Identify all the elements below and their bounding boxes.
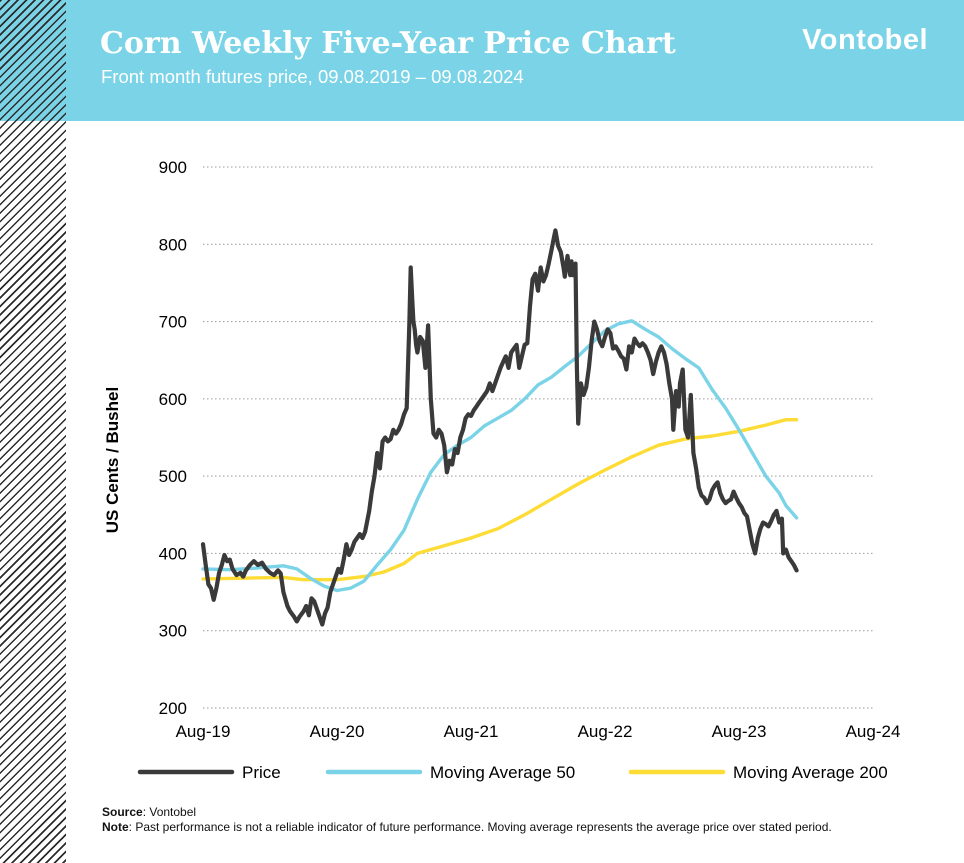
x-tick-label: Aug-19 [176, 722, 231, 741]
x-tick-label: Aug-22 [578, 722, 633, 741]
note-text: : Past performance is not a reliable ind… [128, 820, 832, 834]
legend-label-price: Price [242, 763, 281, 782]
y-axis-ticks: 900 800 700 600 500 400 300 200 [159, 158, 187, 718]
brand-logo: Vontobel [802, 24, 928, 56]
legend-label-ma200: Moving Average 200 [733, 763, 888, 782]
series-line-ma50 [201, 319, 799, 593]
x-tick-label: Aug-21 [444, 722, 499, 741]
y-tick-label: 500 [159, 467, 187, 486]
y-tick-label: 900 [159, 158, 187, 177]
y-tick-label: 300 [159, 622, 187, 641]
note-label: Note [102, 820, 129, 834]
y-tick-label: 700 [159, 313, 187, 332]
y-tick-label: 200 [159, 699, 187, 718]
header-hatch-decoration [0, 0, 66, 121]
series-line-price [200, 228, 799, 627]
chart-subtitle: Front month futures price, 09.08.2019 – … [101, 66, 524, 87]
footer-notes: Source: Vontobel Note: Past performance … [102, 805, 832, 835]
legend-label-ma50: Moving Average 50 [430, 763, 575, 782]
hatch-decoration [0, 0, 66, 863]
chart-title: Corn Weekly Five-Year Price Chart [100, 26, 676, 61]
y-tick-label: 800 [159, 235, 187, 254]
source-text: : Vontobel [142, 805, 197, 819]
x-tick-label: Aug-23 [712, 722, 767, 741]
x-tick-label: Aug-20 [310, 722, 365, 741]
x-tick-label: Aug-24 [846, 722, 901, 741]
y-tick-label: 400 [159, 544, 187, 563]
x-axis-ticks: Aug-19 Aug-20 Aug-21 Aug-22 Aug-23 Aug-24 [176, 722, 901, 741]
series-layer [200, 228, 799, 627]
series-line-ma200 [201, 418, 799, 582]
header-banner: Corn Weekly Five-Year Price Chart Front … [0, 0, 964, 121]
y-axis-label: US Cents / Bushel [103, 387, 122, 533]
grid-layer [203, 166, 873, 709]
source-label: Source [102, 805, 143, 819]
legend: Price Moving Average 50 Moving Average 200 [137, 763, 888, 782]
source-line: Source: Vontobel [102, 805, 832, 820]
note-line: Note: Past performance is not a reliable… [102, 820, 832, 835]
y-tick-label: 600 [159, 390, 187, 409]
